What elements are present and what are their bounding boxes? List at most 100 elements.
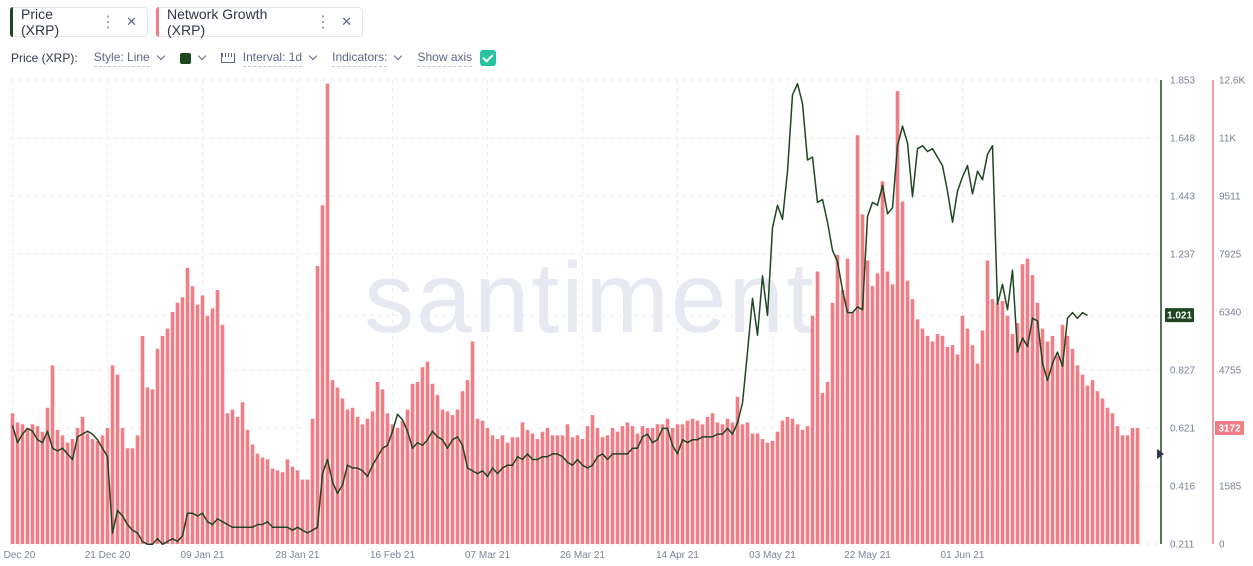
network-growth-bar bbox=[380, 389, 385, 544]
network-growth-bar bbox=[1025, 258, 1030, 544]
network-growth-bar bbox=[910, 299, 915, 544]
network-growth-bar bbox=[950, 345, 955, 544]
network-growth-bar bbox=[1105, 407, 1110, 544]
network-growth-bar bbox=[100, 435, 105, 544]
network-growth-bar bbox=[490, 435, 495, 544]
close-icon[interactable]: ✕ bbox=[126, 14, 137, 29]
network-growth-bar bbox=[670, 428, 675, 544]
network-growth-bar bbox=[70, 439, 75, 544]
show-axis-toggle[interactable]: Show axis bbox=[417, 50, 497, 67]
network-growth-bar bbox=[1045, 341, 1050, 544]
network-growth-bar bbox=[175, 302, 180, 544]
network-growth-bar bbox=[515, 437, 520, 544]
network-growth-bar bbox=[935, 334, 940, 544]
tab-network-growth[interactable]: Network Growth (XRP) ⋮ ✕ bbox=[156, 6, 363, 38]
network-growth-bar bbox=[855, 135, 860, 544]
network-growth-bar bbox=[925, 335, 930, 544]
network-growth-bar bbox=[435, 394, 440, 544]
network-growth-bar bbox=[270, 468, 275, 544]
network-growth-bar bbox=[400, 420, 405, 544]
network-growth-bar bbox=[610, 428, 615, 544]
interval-dropdown[interactable]: Interval: 1d bbox=[220, 50, 318, 67]
network-growth-bar bbox=[835, 254, 840, 544]
tab-price[interactable]: Price (XRP) ⋮ ✕ bbox=[10, 6, 148, 38]
network-growth-bar bbox=[45, 407, 50, 544]
x-tick-label: 03 May 21 bbox=[749, 550, 796, 561]
network-growth-bar bbox=[905, 280, 910, 544]
network-growth-bar bbox=[235, 416, 240, 544]
network-growth-bar bbox=[265, 459, 270, 544]
network-growth-bar bbox=[850, 312, 855, 544]
network-growth-bar bbox=[260, 457, 265, 544]
network-growth-bar bbox=[245, 429, 250, 544]
color-swatch bbox=[179, 52, 191, 64]
network-growth-bar bbox=[580, 439, 585, 544]
network-growth-bar bbox=[375, 381, 380, 544]
x-tick-label: 26 Mar 21 bbox=[560, 550, 605, 561]
show-axis-label: Show axis bbox=[417, 50, 473, 67]
network-growth-bar bbox=[760, 439, 765, 544]
network-growth-bar bbox=[220, 324, 225, 544]
network-growth-bars bbox=[10, 83, 1140, 545]
network-growth-bar bbox=[630, 426, 635, 544]
network-growth-bar bbox=[770, 440, 775, 544]
checkbox-checked-icon[interactable] bbox=[480, 50, 497, 66]
network-growth-bar bbox=[1040, 328, 1045, 544]
close-icon[interactable]: ✕ bbox=[341, 14, 352, 29]
network-growth-bar bbox=[1020, 264, 1025, 544]
network-growth-bar bbox=[10, 413, 15, 544]
network-growth-bar bbox=[550, 435, 555, 544]
indicators-dropdown[interactable]: Indicators: bbox=[332, 50, 403, 67]
x-tick-label: 22 May 21 bbox=[844, 550, 891, 561]
network-growth-bar bbox=[140, 335, 145, 544]
price-tick-label: 0.827 bbox=[1170, 365, 1195, 376]
network-growth-bar bbox=[150, 389, 155, 544]
x-tick-label: 09 Jan 21 bbox=[181, 550, 225, 561]
network-growth-bar bbox=[335, 387, 340, 544]
growth-tick-label: 11K bbox=[1219, 134, 1236, 145]
more-icon[interactable]: ⋮ bbox=[100, 14, 117, 31]
network-growth-bar bbox=[1055, 356, 1060, 544]
network-growth-bar bbox=[845, 258, 850, 544]
network-growth-bar bbox=[755, 433, 760, 544]
network-growth-bar bbox=[765, 442, 770, 544]
network-growth-bar bbox=[675, 424, 680, 544]
network-growth-bar bbox=[350, 407, 355, 544]
growth-tick-label: 6340 bbox=[1219, 308, 1242, 319]
network-growth-bar bbox=[1030, 275, 1035, 544]
style-dropdown[interactable]: Style: Line bbox=[93, 50, 165, 67]
growth-tick-label: 7925 bbox=[1219, 250, 1242, 261]
network-growth-bar bbox=[1100, 398, 1105, 544]
network-growth-bar bbox=[560, 435, 565, 544]
axis-handle-icon[interactable] bbox=[1157, 449, 1164, 459]
network-growth-bar bbox=[425, 361, 430, 544]
network-growth-bar bbox=[920, 328, 925, 544]
network-growth-bar bbox=[750, 433, 755, 544]
network-growth-bar bbox=[280, 472, 285, 544]
network-growth-bar bbox=[825, 381, 830, 544]
network-growth-bar bbox=[555, 435, 560, 544]
network-growth-bar bbox=[985, 260, 990, 544]
network-growth-bar bbox=[445, 411, 450, 544]
network-growth-bar bbox=[945, 346, 950, 544]
network-growth-bar bbox=[545, 428, 550, 544]
network-growth-bar bbox=[500, 435, 505, 544]
network-growth-bar bbox=[810, 315, 815, 544]
network-growth-bar bbox=[250, 444, 255, 544]
network-growth-bar bbox=[1015, 323, 1020, 544]
network-growth-bar bbox=[725, 418, 730, 544]
network-growth-bar bbox=[50, 365, 55, 544]
network-growth-bar bbox=[1110, 413, 1115, 544]
more-icon[interactable]: ⋮ bbox=[315, 14, 332, 31]
network-growth-bar bbox=[510, 437, 515, 544]
network-growth-bar bbox=[860, 214, 865, 544]
color-picker[interactable] bbox=[179, 51, 206, 64]
network-growth-bar bbox=[820, 393, 825, 544]
network-growth-bar bbox=[930, 341, 935, 544]
network-growth-bar bbox=[680, 424, 685, 544]
network-growth-bar bbox=[320, 205, 325, 544]
network-growth-bar bbox=[310, 418, 315, 544]
network-growth-bar bbox=[170, 312, 175, 544]
network-growth-bar bbox=[385, 413, 390, 544]
